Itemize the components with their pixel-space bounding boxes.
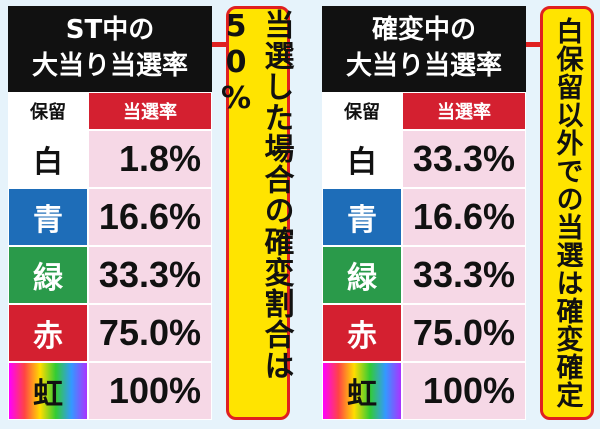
header-hold: 保留 <box>8 92 88 130</box>
title-line: 確変中の <box>371 15 476 45</box>
rate: 33.3% <box>402 130 526 188</box>
rate: 1.8% <box>88 130 212 188</box>
connector <box>526 42 540 47</box>
hold-color: 青 <box>322 188 402 246</box>
title: 確変中の大当り当選率 <box>322 6 526 92</box>
rate: 33.3% <box>402 246 526 304</box>
header-rate: 当選率 <box>402 92 526 130</box>
rate: 100% <box>88 362 212 420</box>
callout-text: 当選した場合の確変割合は50% <box>218 9 294 381</box>
hold-color: 虹 <box>322 362 402 420</box>
hold-color: 白 <box>322 130 402 188</box>
hold-color: 青 <box>8 188 88 246</box>
rate: 100% <box>402 362 526 420</box>
title-line: ST中の <box>65 15 155 45</box>
header-rate: 当選率 <box>88 92 212 130</box>
hold-color: 赤 <box>322 304 402 362</box>
hold-color: 緑 <box>322 246 402 304</box>
rate: 16.6% <box>88 188 212 246</box>
rate: 75.0% <box>402 304 526 362</box>
callout: 当選した場合の確変割合は50% <box>219 6 294 420</box>
hold-color: 白 <box>8 130 88 188</box>
title-line: 大当り当選率 <box>31 51 188 81</box>
rate: 33.3% <box>88 246 212 304</box>
hold-color: 赤 <box>8 304 88 362</box>
hold-color: 緑 <box>8 246 88 304</box>
callout-text: 白保留以外での当選は確変確定 <box>551 17 583 409</box>
hold-color: 虹 <box>8 362 88 420</box>
rate: 75.0% <box>88 304 212 362</box>
title-line: 大当り当選率 <box>345 51 502 81</box>
header-hold: 保留 <box>322 92 402 130</box>
rate: 16.6% <box>402 188 526 246</box>
title: ST中の大当り当選率 <box>8 6 212 92</box>
callout: 白保留以外での当選は確変確定 <box>540 6 594 420</box>
connector <box>212 42 226 47</box>
